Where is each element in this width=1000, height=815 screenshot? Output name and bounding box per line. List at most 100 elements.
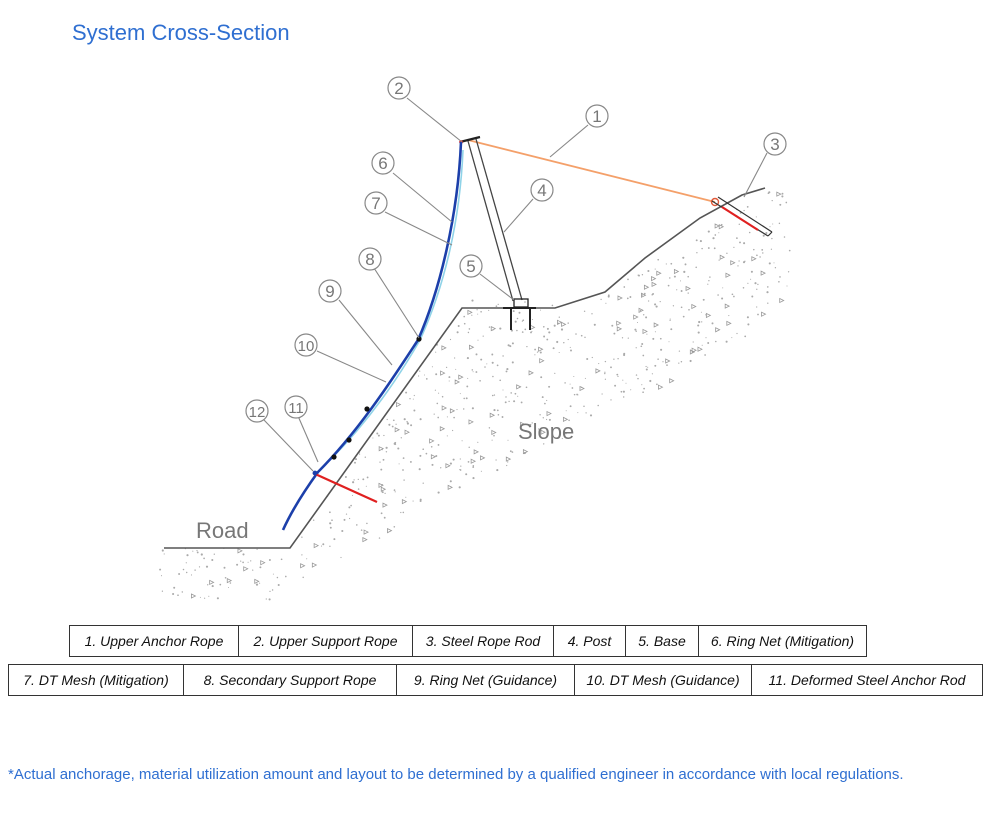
stipple-triangle [469, 344, 475, 350]
stipple-dot [668, 341, 670, 343]
stipple-dot [350, 504, 352, 507]
stipple-triangle [595, 368, 601, 374]
stipple-dot [448, 380, 450, 382]
stipple-dot [419, 370, 421, 372]
stipple-dot [689, 359, 692, 363]
stipple-dot [402, 457, 405, 459]
stipple-dot [381, 449, 383, 451]
stipple-triangle [470, 458, 477, 464]
stipple-dot [382, 458, 385, 461]
stipple-dot [376, 432, 379, 435]
stipple-dot [479, 379, 481, 382]
stipple-dot [521, 331, 524, 333]
stipple-triangle [191, 593, 197, 599]
stipple-dot [422, 482, 424, 484]
callout-number-9: 9 [325, 282, 334, 301]
stipple-dot [565, 432, 567, 435]
stipple-dot [560, 328, 564, 331]
stipple-dot [229, 582, 232, 584]
stipple-dot [750, 278, 752, 280]
stipple-dot [348, 506, 351, 509]
stipple-dot [360, 529, 363, 531]
stipple-triangle [260, 560, 266, 566]
stipple-dot [788, 249, 791, 252]
stipple-dot [437, 491, 440, 494]
stipple-dot [722, 287, 724, 289]
stipple-dot [242, 561, 244, 564]
stipple-dot [520, 401, 523, 404]
stipple-dot [194, 569, 196, 571]
stipple-dot [718, 232, 720, 234]
stipple-dot [743, 209, 745, 212]
stipple-dot [276, 576, 279, 579]
stipple-dot [699, 240, 702, 243]
stipple-dot [211, 558, 214, 562]
stipple-dot [701, 321, 703, 323]
stipple-dot [468, 328, 471, 330]
stipple-dot [709, 276, 711, 278]
legend-row2-cell-3: 9. Ring Net (Guidance) [396, 665, 574, 695]
stipple-dot [488, 326, 491, 328]
stipple-dot [558, 316, 560, 318]
stipple-triangle [394, 427, 401, 433]
stipple-dot [739, 241, 741, 244]
stipple-dot [259, 582, 261, 584]
stipple-dot [756, 254, 758, 257]
stipple-dot [629, 296, 632, 298]
stipple-dot [738, 260, 740, 262]
stipple-dot [573, 375, 575, 378]
stipple-dot [666, 364, 668, 366]
stipple-dot [459, 469, 462, 471]
stipple-triangle [491, 429, 497, 436]
stipple-triangle [441, 405, 448, 411]
stipple-dot [422, 448, 425, 451]
stipple-dot [746, 206, 749, 208]
stipple-triangle [562, 416, 569, 423]
stipple-dot [548, 385, 551, 388]
callout-number-3: 3 [770, 135, 779, 154]
stipple-dot [564, 382, 566, 384]
stipple-dot [630, 389, 632, 391]
slope-stipple [159, 191, 791, 601]
stipple-dot [501, 416, 504, 418]
stipple-dot [451, 429, 454, 432]
stipple-dot [623, 352, 626, 355]
stipple-triangle [449, 408, 456, 414]
stipple-dot [272, 573, 274, 575]
stipple-triangle [617, 295, 623, 301]
stipple-dot [353, 479, 355, 481]
stipple-dot [643, 387, 645, 390]
stipple-dot [418, 468, 421, 471]
stipple-dot [477, 339, 479, 341]
stipple-dot [605, 302, 607, 304]
stipple-dot [466, 357, 469, 360]
legend-row1-cell-5: 5. Base [625, 626, 698, 656]
stipple-dot [772, 223, 774, 225]
stipple-dot [453, 357, 456, 359]
stipple-dot [452, 458, 455, 461]
stipple-dot [359, 452, 361, 454]
stipple-dot [354, 461, 356, 464]
stipple-dot [616, 373, 619, 376]
stipple-dot [583, 405, 585, 408]
stipple-dot [654, 331, 656, 333]
stipple-dot [510, 392, 512, 394]
stipple-dot [787, 271, 790, 273]
stipple-dot [438, 392, 440, 394]
stipple-dot [702, 298, 705, 301]
stipple-dot [190, 574, 193, 576]
stipple-dot [721, 297, 724, 300]
stipple-triangle [561, 321, 567, 328]
stipple-dot [453, 416, 455, 419]
stipple-dot [698, 320, 701, 324]
stipple-dot [720, 223, 723, 226]
stipple-dot [645, 316, 648, 319]
callout-circle-4 [530, 178, 554, 202]
stipple-dot [542, 417, 544, 419]
stipple-dot [445, 366, 448, 369]
stipple-dot [412, 398, 414, 400]
anchor-rod-head [312, 470, 318, 476]
stipple-dot [410, 424, 413, 427]
stipple-dot [607, 294, 610, 297]
stipple-dot [651, 373, 654, 375]
